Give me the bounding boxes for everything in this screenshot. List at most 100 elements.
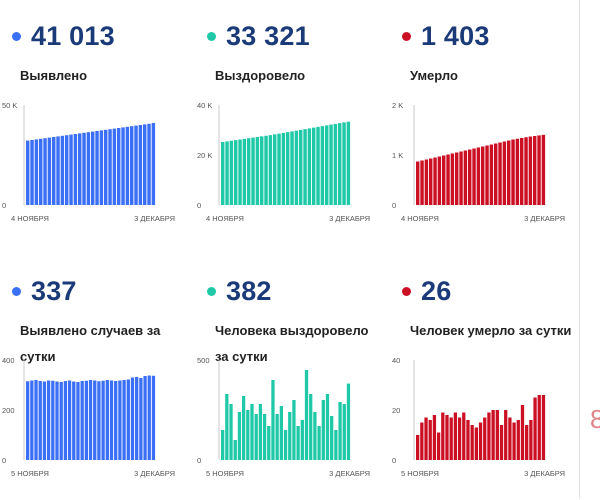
bar [309, 394, 313, 460]
stat-card-deaths-total: 1 403 Умерло 2 K 1 K 0 4 НОЯБРЯ 3 ДЕКАБРЯ [390, 0, 570, 245]
bar [138, 125, 143, 205]
bar [424, 159, 429, 205]
bar [43, 138, 47, 205]
y-tick-label: 0 [2, 456, 6, 465]
bar [55, 381, 59, 460]
bar [67, 380, 72, 460]
bar [147, 375, 151, 460]
bar [528, 136, 533, 205]
bar [112, 128, 117, 205]
stat-card-recovered-total: 33 321 Выздоровело 40 K 20 K 0 4 НОЯБРЯ 3 ДЕ… [195, 0, 375, 245]
bar [449, 417, 453, 460]
bar [135, 377, 139, 460]
bar [541, 134, 546, 205]
bar [122, 380, 126, 460]
bar [436, 432, 441, 460]
bar [117, 128, 121, 205]
stat-label: Человека выздоровело за сутки [215, 323, 369, 364]
stat-value: 382 [226, 275, 272, 306]
bar [487, 412, 491, 460]
y-tick-label: 0 [392, 456, 396, 465]
stat-card-detected-daily: 337 Выявлено случаев за сутки 400 200 0 5 Н… [0, 255, 180, 500]
y-tick-label: 400 [2, 356, 15, 365]
stat-label: Выздоровело [215, 68, 306, 83]
bar-chart: 400 200 0 5 НОЯБРЯ 3 ДЕКАБРЯ [2, 356, 175, 478]
bar [320, 126, 325, 206]
stat-card-detected-total: 41 013 Выявлено 50 K 0 4 НОЯБРЯ 3 ДЕКАБРЯ [0, 0, 180, 245]
bar [34, 139, 39, 205]
bar [498, 142, 502, 205]
bar [512, 422, 516, 460]
x-tick-label-end: 3 ДЕКАБРЯ [524, 469, 565, 478]
bar [432, 415, 437, 460]
bar [273, 134, 277, 206]
bar [225, 394, 229, 460]
bar [433, 157, 437, 205]
stat-value: 41 013 [31, 20, 115, 51]
stat-card-recovered-daily: 382 Человека выздоровело за сутки 500 0 5 … [195, 255, 375, 500]
bar [499, 425, 504, 460]
bar [72, 381, 76, 460]
stat-value: 337 [31, 275, 77, 306]
bar [234, 140, 238, 206]
bar [463, 150, 468, 205]
bar [457, 417, 462, 460]
bar [121, 127, 125, 205]
bar [52, 137, 56, 205]
bar [338, 123, 342, 206]
bar [267, 426, 271, 460]
bar [346, 383, 351, 460]
bar [537, 135, 541, 205]
bar [143, 376, 147, 460]
bar [275, 414, 279, 460]
bar [105, 380, 109, 460]
bar [130, 377, 135, 460]
bar [504, 410, 508, 460]
bar [286, 132, 290, 206]
bar [229, 140, 234, 205]
bar [420, 422, 424, 460]
x-tick-label-start: 4 НОЯБРЯ [206, 214, 244, 223]
stat-card-deaths-daily: 26 Человек умерло за сутки 40 20 0 5 НОЯБРЯ… [390, 255, 571, 500]
stat-value: 33 321 [226, 20, 310, 51]
bar [445, 415, 449, 460]
bar [241, 396, 246, 460]
bar [42, 381, 47, 460]
bar [281, 132, 286, 206]
bar [446, 154, 450, 205]
y-tick-label: 20 K [197, 151, 212, 160]
bar [416, 435, 420, 460]
bar [459, 151, 463, 205]
x-tick-label-start: 5 НОЯБРЯ [11, 469, 49, 478]
series-dot-icon [207, 286, 216, 296]
bar [80, 381, 84, 460]
bar [495, 410, 499, 460]
x-tick-label-end: 3 ДЕКАБРЯ [134, 469, 175, 478]
bar [268, 135, 273, 206]
bar [294, 130, 299, 206]
bar [47, 137, 52, 205]
bar [525, 425, 529, 460]
y-tick-label: 0 [197, 456, 201, 465]
bar [450, 153, 455, 205]
bar [416, 161, 420, 205]
bar [462, 412, 466, 460]
bar [478, 422, 483, 460]
stat-row: 382 [207, 271, 272, 311]
bar [502, 141, 507, 205]
bar [476, 147, 481, 205]
bar [30, 380, 34, 460]
bar [114, 381, 118, 460]
bar [262, 414, 267, 460]
bar [334, 430, 338, 460]
bar [304, 370, 309, 460]
bar [246, 410, 250, 460]
bar [288, 412, 292, 460]
y-tick-label: 40 K [197, 101, 212, 110]
bar [82, 132, 86, 205]
bar [329, 124, 333, 206]
bar [258, 404, 263, 460]
bar [104, 129, 108, 205]
bar [424, 417, 428, 460]
bar [30, 140, 34, 205]
